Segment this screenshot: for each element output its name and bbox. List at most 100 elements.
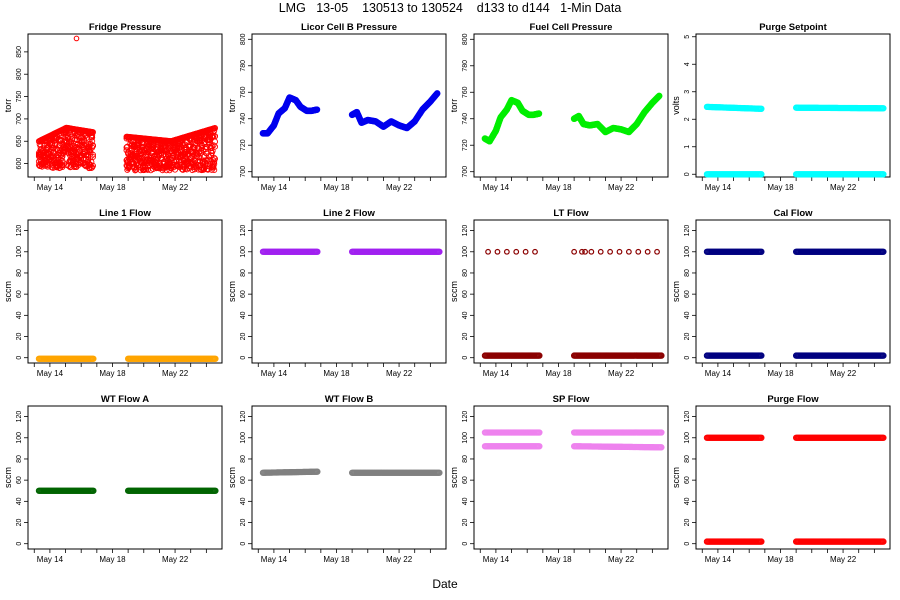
x-tick-label: May 18: [99, 555, 126, 564]
plot-frame: [695, 33, 891, 178]
y-tick-label: 60: [684, 476, 691, 484]
panel-2: Fuel Cell Pressure May 14 May 18 May 22 700 7…: [449, 22, 669, 192]
y-tick-label: 20: [684, 519, 691, 527]
x-tick-label: May 18: [99, 369, 126, 378]
panel-10: SP Flow May 14 May 18 May 22 0 20 40 60 80 100 120…: [449, 394, 669, 564]
x-tick-label: May 22: [608, 369, 635, 378]
panel-8: WT Flow A May 14 May 18 May 22 0 20 40 60 80 100 1…: [3, 394, 223, 564]
plot-frame: [473, 405, 669, 550]
y-tick-label: 780: [240, 60, 247, 72]
y-tick-label: 60: [462, 290, 469, 298]
data-point: [758, 352, 765, 359]
data-point: [758, 434, 765, 441]
x-tick-label: May 22: [162, 555, 189, 564]
data-point: [50, 149, 57, 156]
plot-frame: [251, 405, 447, 550]
y-tick-label: 100: [240, 432, 247, 444]
x-tick-label: May 22: [162, 369, 189, 378]
panel-7: Cal Flow May 14 May 18 May 22 0 20 40 60 80 100 12…: [671, 208, 891, 378]
y-tick-label: 650: [16, 135, 23, 147]
y-tick-label: 760: [240, 86, 247, 98]
data-point: [880, 105, 887, 112]
data-point: [145, 148, 152, 156]
y-tick-label: 40: [240, 497, 247, 505]
panel-title: Fuel Cell Pressure: [530, 22, 613, 33]
data-point: [211, 158, 218, 165]
data-point: [658, 444, 665, 451]
y-tick-label: 0: [240, 356, 247, 360]
y-tick-label: 60: [684, 290, 691, 298]
panel-title: Line 2 Flow: [323, 208, 375, 219]
data-point: [89, 129, 96, 136]
page-title: LMG 13-05 130513 to 130524 d133 to d144 …: [278, 1, 622, 15]
x-tick-label: May 14: [705, 183, 732, 192]
y-tick-label: 120: [16, 225, 23, 237]
y-tick-label: 20: [16, 519, 23, 527]
y-axis-label: sccm: [671, 467, 681, 488]
data-point: [758, 538, 765, 545]
x-tick-label: May 14: [483, 183, 510, 192]
data-point: [89, 142, 96, 149]
panel-4: Line 1 Flow May 14 May 18 May 22 0 20 40 60 80 10…: [3, 208, 223, 378]
y-tick-label: 120: [240, 225, 247, 237]
x-tick-label: May 22: [386, 555, 413, 564]
y-tick-label: 20: [462, 519, 469, 527]
y-tick-label: 120: [684, 225, 691, 237]
x-tick-label: May 18: [767, 555, 794, 564]
y-tick-label: 0: [684, 172, 691, 176]
data-point: [658, 429, 665, 436]
y-tick-label: 700: [16, 113, 23, 125]
y-tick-label: 80: [16, 455, 23, 463]
data-point: [436, 469, 443, 476]
x-tick-label: May 14: [37, 183, 64, 192]
y-axis-label: sccm: [3, 467, 13, 488]
plot-frame: [27, 219, 223, 364]
y-axis-label: volts: [671, 96, 681, 115]
data-point: [313, 106, 321, 113]
y-tick-label: 80: [684, 269, 691, 277]
data-point: [150, 144, 157, 151]
plot-frame: [251, 33, 447, 178]
panel-5: Line 2 Flow May 14 May 18 May 22 0 20 40 60 80 10…: [227, 208, 447, 378]
data-point: [211, 154, 218, 161]
data-point: [536, 352, 543, 359]
panel-0: Fridge Pressure May 14 May 18 May 22 600 650 7…: [3, 22, 223, 192]
x-tick-label: May 22: [162, 183, 189, 192]
y-tick-label: 720: [462, 139, 469, 151]
y-tick-label: 120: [684, 411, 691, 423]
y-tick-label: 740: [240, 113, 247, 125]
y-axis-label: sccm: [449, 281, 459, 302]
y-axis-label: sccm: [449, 467, 459, 488]
data-point: [635, 248, 642, 255]
y-axis-label: sccm: [671, 281, 681, 302]
y-tick-label: 600: [16, 158, 23, 170]
y-tick-label: 2: [684, 117, 691, 121]
y-tick-label: 0: [16, 356, 23, 360]
y-tick-label: 40: [684, 497, 691, 505]
data-point: [212, 355, 219, 362]
data-point: [880, 538, 887, 545]
x-tick-label: May 18: [545, 369, 572, 378]
data-point: [658, 352, 665, 359]
panel-title: Licor Cell B Pressure: [301, 22, 397, 33]
data-point: [503, 248, 510, 255]
data-point: [880, 248, 887, 255]
data-point: [532, 248, 538, 255]
panel-title: WT Flow A: [101, 394, 149, 405]
panel-title: Fridge Pressure: [89, 22, 161, 33]
y-axis-label: sccm: [227, 467, 237, 488]
x-tick-label: May 22: [608, 183, 635, 192]
plot-frame: [695, 219, 891, 364]
y-tick-label: 60: [240, 476, 247, 484]
data-point: [597, 248, 604, 255]
panel-title: LT Flow: [553, 208, 589, 219]
y-tick-label: 80: [462, 269, 469, 277]
x-tick-label: May 18: [323, 183, 350, 192]
data-point: [758, 105, 765, 112]
y-axis-label: torr: [449, 99, 459, 113]
data-point: [536, 443, 543, 450]
x-tick-label: May 22: [830, 369, 857, 378]
data-point: [89, 162, 96, 169]
y-tick-label: 740: [462, 113, 469, 125]
